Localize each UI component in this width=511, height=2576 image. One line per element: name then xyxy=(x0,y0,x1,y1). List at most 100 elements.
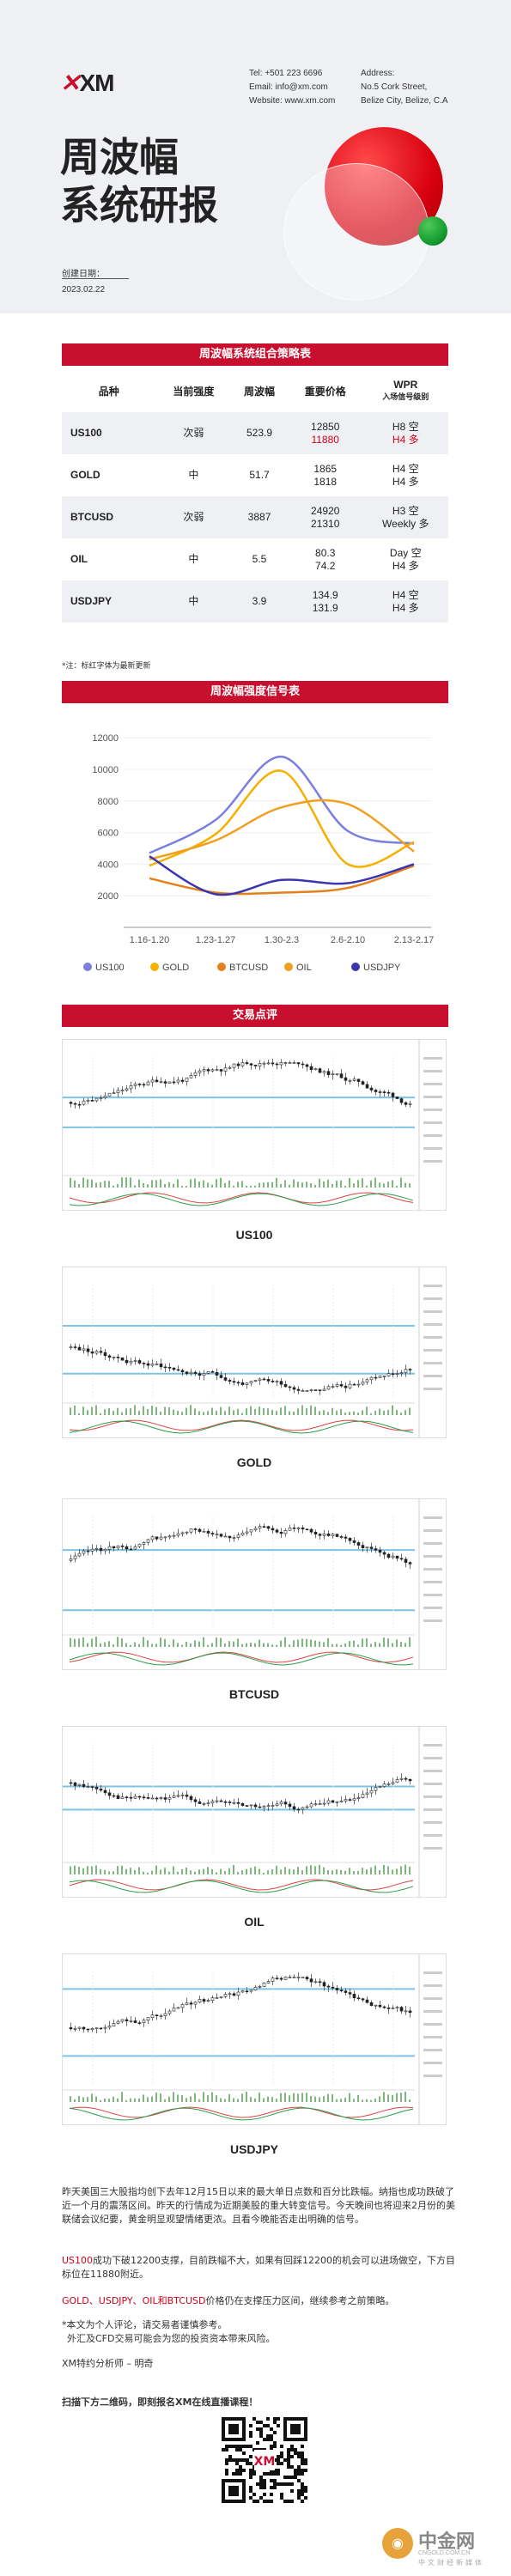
trade-chart-gold xyxy=(62,1267,447,1438)
symbol-cell: OIL xyxy=(70,553,88,565)
svg-text:XM: XM xyxy=(254,2455,276,2469)
series-line-us100 xyxy=(149,756,415,854)
address-info: Address: No.5 Cork Street, Belize City, … xyxy=(361,67,448,108)
table-row: US100 次弱 523.9 12850 11880 H8 空 H4 多 xyxy=(62,412,448,454)
cngold-watermark: ◉ 中金网 CNGOLD.COM.CN 中文财经新媒体 xyxy=(382,2526,502,2569)
table-header-row: 品种 当前强度 周波幅 重要价格 WPR 入场信号级别 xyxy=(62,369,448,412)
y-tick-label: 6000 xyxy=(98,829,119,839)
glass-circle-decoration xyxy=(283,163,429,301)
watermark-subtitle: 中文财经新媒体 xyxy=(418,2559,484,2567)
legend-label: US100 xyxy=(95,963,125,973)
wpr-cell: H3 空 Weekly 多 xyxy=(362,496,448,538)
legend-marker xyxy=(83,963,92,971)
y-tick-label: 10000 xyxy=(92,765,119,775)
table-row: OIL 中 5.5 80.3 74.2 Day 空 H4 多 xyxy=(62,538,448,580)
y-tick-label: 12000 xyxy=(92,733,119,744)
author-signature: XM特约分析师 – 明奇 xyxy=(62,2358,154,2369)
table-row: BTCUSD 次弱 3887 24920 21310 H3 空 Weekly 多 xyxy=(62,496,448,538)
signal-section-title: 周波幅强度信号表 xyxy=(62,681,448,703)
legend-label: USDJPY xyxy=(363,963,401,973)
legend-marker xyxy=(351,963,360,971)
legend-label: BTCUSD xyxy=(229,963,268,973)
trade-chart-oil xyxy=(62,1726,447,1898)
date-value: 2023.02.22 xyxy=(62,285,106,295)
phone-text: Tel: +501 223 6696 xyxy=(249,69,323,78)
price-cell: 134.9 131.9 xyxy=(287,580,363,623)
strength-cell: 中 xyxy=(188,553,199,565)
trade-chart-label: USDJPY xyxy=(229,2142,279,2156)
strategy-section-title: 周波幅系统组合策略表 xyxy=(62,343,448,366)
col-header-price: 重要价格 xyxy=(304,385,346,398)
email-text[interactable]: Email: info@xm.com xyxy=(249,82,328,92)
range-cell: 523.9 xyxy=(231,412,288,454)
watermark-text: 中金网 xyxy=(418,2531,476,2553)
col-header-symbol: 品种 xyxy=(98,385,119,398)
series-line-gold xyxy=(149,769,415,868)
price-cell: 12850 11880 xyxy=(287,412,363,454)
range-cell: 5.5 xyxy=(252,553,267,565)
strength-signal-chart: 2000 4000 6000 8000 10000 12000 1.16-1.20 1.23-… xyxy=(83,733,434,973)
series-line-btcusd xyxy=(149,865,415,896)
y-tick-label: 8000 xyxy=(98,797,119,807)
address-line1: No.5 Cork Street, xyxy=(361,82,428,92)
col-header-range: 周波幅 xyxy=(244,385,276,398)
commentary-paragraph-1: 昨天美国三大股指均创下去年12月15日以来的最大单日点数和百分比跌幅。纳指也成功… xyxy=(62,2186,455,2225)
table-note: *注：标红字体为最新更新 xyxy=(62,662,151,671)
y-tick-label: 4000 xyxy=(98,860,119,870)
wpr-cell: H4 空 H4 多 xyxy=(362,580,448,623)
contact-info: Tel: +501 223 6696 Email: info@xm.com We… xyxy=(249,67,335,108)
trade-chart-label: OIL xyxy=(244,1915,265,1929)
series-line-oil xyxy=(149,799,415,861)
trade-chart-label: US100 xyxy=(235,1228,273,1242)
x-tick-label: 1.16-1.20 xyxy=(130,935,169,945)
report-title: 周波幅 系统研报 xyxy=(60,134,218,228)
disclaimer-2: 外汇及CFD交易可能会为您的投资资本带来风险。 xyxy=(67,2333,276,2344)
trade-chart-label: GOLD xyxy=(236,1455,272,1469)
symbol-cell: BTCUSD xyxy=(62,496,156,538)
strength-cell: 次弱 xyxy=(155,496,232,538)
website-text[interactable]: Website: www.xm.com xyxy=(249,96,336,106)
price-cell: 1865 1818 xyxy=(313,462,338,488)
range-cell: 51.7 xyxy=(249,469,270,481)
watermark-url: CNGOLD.COM.CN xyxy=(418,2550,471,2556)
legend-marker xyxy=(284,963,293,971)
col-header-strength: 当前强度 xyxy=(173,385,215,398)
disclaimer-1: *本文为个人评论，请交易者谨慎参考。 xyxy=(62,2319,228,2330)
legend-marker xyxy=(150,963,159,971)
qr-code-icon[interactable]: XM xyxy=(222,2417,307,2503)
date-underline xyxy=(62,278,129,279)
report-header: ✕XM Tel: +501 223 6696 Email: info@xm.co… xyxy=(0,0,511,313)
strength-cell: 中 xyxy=(155,580,232,623)
symbol-cell: GOLD xyxy=(70,469,100,481)
table-row: GOLD 中 51.7 1865 1818 H4 空 H4 多 xyxy=(62,454,448,496)
x-tick-label: 2.6-2.10 xyxy=(331,935,365,945)
legend-label: OIL xyxy=(296,963,312,973)
price-cell: 24920 21310 xyxy=(287,496,363,538)
x-tick-label: 1.30-2.3 xyxy=(265,935,299,945)
trade-chart-usdjpy xyxy=(62,1953,447,2125)
address-line2: Belize City, Belize, C.A xyxy=(361,96,448,106)
commentary-paragraph-3: GOLD、USDJPY、OIL和BTCUSD价格仍在支撑压力区间，继续参考之前策… xyxy=(62,2295,395,2306)
trade-section-title: 交易点评 xyxy=(62,1005,448,1027)
wpr-cell: H4 空 H4 多 xyxy=(392,462,419,488)
series-line-usdjpy xyxy=(149,855,415,896)
y-tick-label: 2000 xyxy=(98,891,119,902)
green-sphere-decoration xyxy=(418,216,447,246)
qr-prompt: 扫描下方二维码，即刻报名XM在线直播课程！ xyxy=(62,2397,259,2408)
range-cell: 3887 xyxy=(231,496,288,538)
address-label: Address: xyxy=(361,69,395,78)
trade-chart-label: BTCUSD xyxy=(228,1687,280,1701)
xm-logo: ✕XM xyxy=(60,70,114,96)
strength-cell: 次弱 xyxy=(155,412,232,454)
x-tick-label: 1.23-1.27 xyxy=(196,935,235,945)
col-header-wpr: WPR 入场信号级别 xyxy=(382,379,429,401)
strategy-table: 品种 当前强度 周波幅 重要价格 WPR 入场信号级别 US100 次弱 523.9 1… xyxy=(62,369,448,623)
wpr-cell: Day 空 H4 多 xyxy=(389,546,422,572)
trade-chart-us100 xyxy=(62,1039,447,1211)
wpr-cell: H8 空 H4 多 xyxy=(362,412,448,454)
range-cell: 3.9 xyxy=(231,580,288,623)
strength-cell: 中 xyxy=(188,469,199,481)
cngold-logo-icon: ◉ xyxy=(382,2528,413,2559)
commentary-paragraph-2: US100成功下破12200支撑，目前跌幅不大，如果有回踩12200的机会可以进… xyxy=(62,2255,456,2280)
trade-chart-btcusd xyxy=(62,1498,447,1670)
